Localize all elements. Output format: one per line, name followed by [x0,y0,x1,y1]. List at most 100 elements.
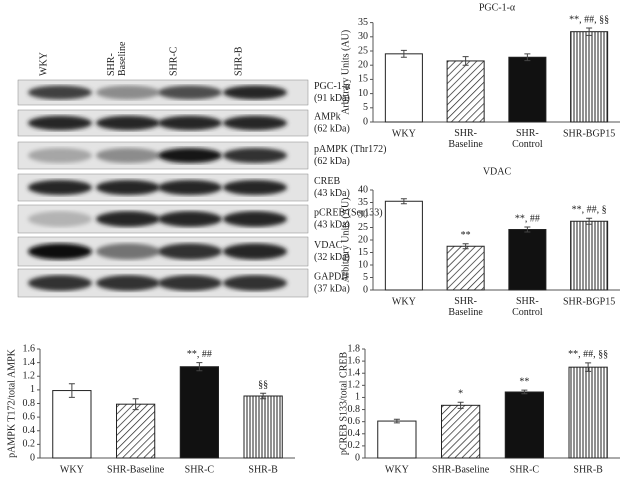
y-tick-label: 0.8 [23,398,36,409]
blot-band [96,115,160,131]
blot-band [223,211,287,227]
error-bar [393,418,400,424]
error-bar [400,49,407,58]
x-tick-label: SHR-Baseline [448,128,483,150]
blot-band [96,211,160,227]
bar [116,403,156,459]
y-tick-label: 0 [30,452,35,463]
significance-label: **, ## [187,349,212,360]
x-tick-label: WKY [60,464,84,475]
y-tick-label: 1.4 [23,357,36,368]
protein-size: (37 kDa) [314,283,350,294]
bar [508,229,547,291]
blot-band [28,115,92,131]
x-tick-label: SHR-BGP15 [563,128,615,139]
y-tick-label: 0.8 [348,404,361,415]
blot-band [28,243,92,260]
blot-band [96,275,160,291]
y-tick-label: 5 [363,272,368,283]
y-tick-label: 30 [358,209,368,220]
blot-band [158,211,222,227]
y-tick-label: 35 [358,17,368,28]
y-tick-label: 0.2 [23,439,36,450]
y-tick-label: 1.6 [23,343,36,354]
x-tick-label: SHR-B [573,464,603,475]
lane-label: SHR-Baseline [106,41,128,76]
bar [570,31,609,123]
bar [243,395,283,459]
y-tick-label: 0 [355,452,360,463]
significance-label: §§ [258,380,268,391]
error-bar [524,226,531,233]
bar [508,56,547,123]
protein-name: GAPDH [314,271,348,282]
protein-name: pAMPK (Thr172) [314,144,387,155]
error-bar [585,362,592,372]
y-tick-label: 1.2 [23,371,36,382]
y-axis-label: Arbitrary Units (AU) [340,30,351,115]
blot-band [158,243,222,260]
blot-band [223,179,287,196]
bar [446,60,485,123]
blot-band [96,179,160,196]
significance-label: **, ## [515,213,540,224]
significance-label: **, ##, § [572,205,607,216]
significance-label: **, ##, §§ [568,349,608,360]
protein-name: PGC-1-α [314,81,351,92]
protein-size: (91 kDa) [314,93,350,104]
y-tick-label: 0 [363,284,368,295]
y-tick-label: 25 [358,45,368,56]
bar [568,366,608,459]
y-tick-label: 15 [358,74,368,85]
y-axis-label: pAMPK T172/total AMPK [6,348,17,457]
bar [570,220,609,291]
error-bar [196,362,203,372]
bar [52,390,92,459]
blot-band [223,147,287,164]
y-tick-label: 0.6 [23,411,36,422]
y-tick-label: 5 [363,102,368,113]
protein-size: (62 kDa) [314,156,350,167]
protein-size: (62 kDa) [314,123,350,134]
error-bar [586,217,593,225]
x-tick-label: WKY [392,296,416,307]
y-tick-label: 0.2 [348,440,361,451]
y-tick-label: 30 [358,31,368,42]
chart-title: PGC-1-α [479,2,516,13]
y-tick-label: 10 [358,259,368,270]
blot-band [223,243,287,260]
y-tick-label: 0 [363,116,368,127]
x-tick-label: SHR-Control [512,128,543,150]
blot-band [28,85,92,100]
blot-band [96,85,160,100]
x-tick-label: SHR-C [185,464,215,475]
lane-label: SHR-B [233,46,244,76]
y-tick-label: 25 [358,222,368,233]
y-axis-label: pCREB S133/total CREB [338,352,349,456]
x-tick-label: SHR-Baseline [107,464,165,475]
x-tick-label: SHR-BGP15 [563,296,615,307]
blot-band [96,147,160,164]
significance-label: ** [461,230,471,241]
lane-label: SHR-C [168,46,179,76]
error-bar [132,398,139,411]
blot-band [158,85,222,100]
y-tick-label: 20 [358,59,368,70]
x-tick-label: SHR-Control [512,296,543,318]
x-tick-label: SHR-Baseline [432,464,490,475]
y-tick-label: 1.2 [348,380,361,391]
error-bar [457,401,464,409]
error-bar [586,27,593,36]
blot-band [28,179,92,196]
blot-band [28,211,92,227]
y-tick-label: 1.6 [348,355,361,366]
protein-size: (32 kDa) [314,252,350,263]
x-tick-label: SHR-B [248,464,278,475]
bar [504,391,544,459]
blot-band [158,115,222,131]
y-tick-label: 1 [355,392,360,403]
blot-band [223,115,287,131]
significance-label: **, ##, §§ [569,14,609,25]
bar [441,404,481,459]
